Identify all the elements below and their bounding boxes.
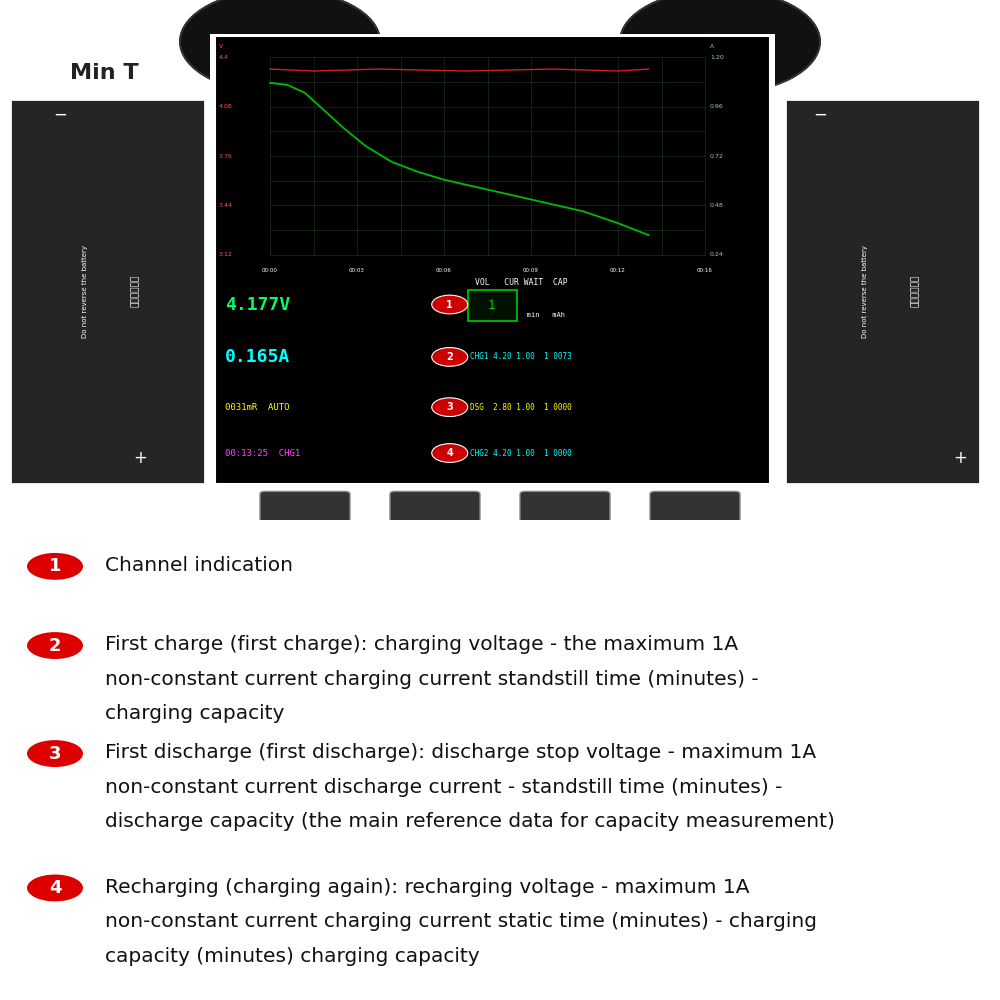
Text: 1: 1 (488, 299, 496, 312)
Text: 通道/CHN: 通道/CHN (685, 528, 705, 533)
Circle shape (180, 0, 380, 94)
Text: 2: 2 (49, 637, 61, 655)
Text: 启停/ R/S: 启停/ R/S (555, 528, 575, 533)
Text: charging capacity: charging capacity (105, 704, 284, 723)
Text: 3.44: 3.44 (219, 203, 233, 208)
FancyBboxPatch shape (210, 34, 775, 486)
Text: non-constant current discharge current - standstill time (minutes) -: non-constant current discharge current -… (105, 778, 782, 797)
FancyBboxPatch shape (390, 491, 480, 523)
FancyBboxPatch shape (650, 491, 740, 523)
Text: Do not reverse the battery: Do not reverse the battery (862, 245, 868, 338)
Text: 0.48: 0.48 (710, 203, 724, 208)
Text: 00:12: 00:12 (610, 268, 626, 273)
Text: Min T: Min T (70, 63, 139, 83)
Text: +: + (953, 449, 967, 467)
Text: 00:09: 00:09 (523, 268, 539, 273)
FancyBboxPatch shape (260, 491, 350, 523)
FancyBboxPatch shape (215, 36, 770, 484)
Text: 00:00: 00:00 (262, 268, 278, 273)
Text: capacity (minutes) charging capacity: capacity (minutes) charging capacity (105, 947, 480, 966)
Text: 4: 4 (49, 879, 61, 897)
Text: V      A   min   mAh: V A min mAh (480, 312, 565, 318)
Text: discharge capacity (the main reference data for capacity measurement): discharge capacity (the main reference d… (105, 812, 835, 831)
Text: 4: 4 (446, 448, 453, 458)
Text: 菜单/M: 菜单/M (298, 528, 312, 533)
Circle shape (27, 553, 83, 580)
Circle shape (432, 444, 468, 462)
Text: 1: 1 (446, 300, 453, 310)
FancyBboxPatch shape (10, 99, 205, 484)
Circle shape (432, 295, 468, 314)
Text: 3: 3 (49, 745, 61, 763)
Text: VOL   CUR WAIT  CAP: VOL CUR WAIT CAP (475, 278, 567, 287)
Text: 调整/S: 调整/S (429, 528, 441, 533)
Circle shape (27, 875, 83, 901)
Text: CHG1 4.20 1.00  1 0073: CHG1 4.20 1.00 1 0073 (470, 352, 572, 361)
Text: 0.165A: 0.165A (225, 348, 290, 366)
Text: CHG2 4.20 1.00  1 0000: CHG2 4.20 1.00 1 0000 (470, 449, 572, 458)
Text: 00:16: 00:16 (697, 268, 713, 273)
Text: 3.76: 3.76 (219, 153, 233, 158)
Text: −: − (53, 105, 67, 123)
FancyBboxPatch shape (785, 99, 980, 484)
Text: non-constant current charging current static time (minutes) - charging: non-constant current charging current st… (105, 912, 817, 931)
Text: DSG  2.80 1.00  1 0000: DSG 2.80 1.00 1 0000 (470, 403, 572, 412)
Text: 1: 1 (49, 557, 61, 575)
Text: 00:06: 00:06 (436, 268, 452, 273)
Text: 0031mR  AUTO: 0031mR AUTO (225, 403, 290, 412)
Text: First discharge (first discharge): discharge stop voltage - maximum 1A: First discharge (first discharge): disch… (105, 743, 816, 762)
Text: 0.24: 0.24 (710, 252, 724, 257)
FancyBboxPatch shape (468, 290, 517, 321)
Circle shape (27, 632, 83, 659)
Text: 3: 3 (446, 402, 453, 412)
Circle shape (620, 0, 820, 94)
Text: +: + (133, 449, 147, 467)
Text: First charge (first charge): charging voltage - the maximum 1A: First charge (first charge): charging vo… (105, 635, 738, 654)
Text: 00:03: 00:03 (349, 268, 365, 273)
Text: 禁止反接电池: 禁止反接电池 (130, 275, 140, 307)
Text: 4.177V: 4.177V (225, 296, 290, 314)
Circle shape (27, 740, 83, 767)
Text: 1.20: 1.20 (710, 55, 724, 60)
Circle shape (432, 348, 468, 366)
Text: A: A (710, 44, 714, 49)
FancyBboxPatch shape (520, 491, 610, 523)
Text: V: V (219, 44, 223, 49)
Text: 3.12: 3.12 (219, 252, 233, 257)
Text: 2: 2 (446, 352, 453, 362)
Text: Channel indication: Channel indication (105, 556, 293, 575)
Text: 00:13:25  CHG1: 00:13:25 CHG1 (225, 449, 300, 458)
Text: 4.4: 4.4 (219, 55, 229, 60)
Text: non-constant current charging current standstill time (minutes) -: non-constant current charging current st… (105, 670, 759, 689)
Text: 4.08: 4.08 (219, 104, 233, 109)
Text: 0.96: 0.96 (710, 104, 724, 109)
Text: 0.72: 0.72 (710, 153, 724, 158)
Text: Do not reverse the battery: Do not reverse the battery (82, 245, 88, 338)
Text: 禁止反接电池: 禁止反接电池 (910, 275, 920, 307)
Circle shape (432, 398, 468, 417)
Text: Recharging (charging again): recharging voltage - maximum 1A: Recharging (charging again): recharging … (105, 878, 750, 897)
Text: −: − (813, 105, 827, 123)
